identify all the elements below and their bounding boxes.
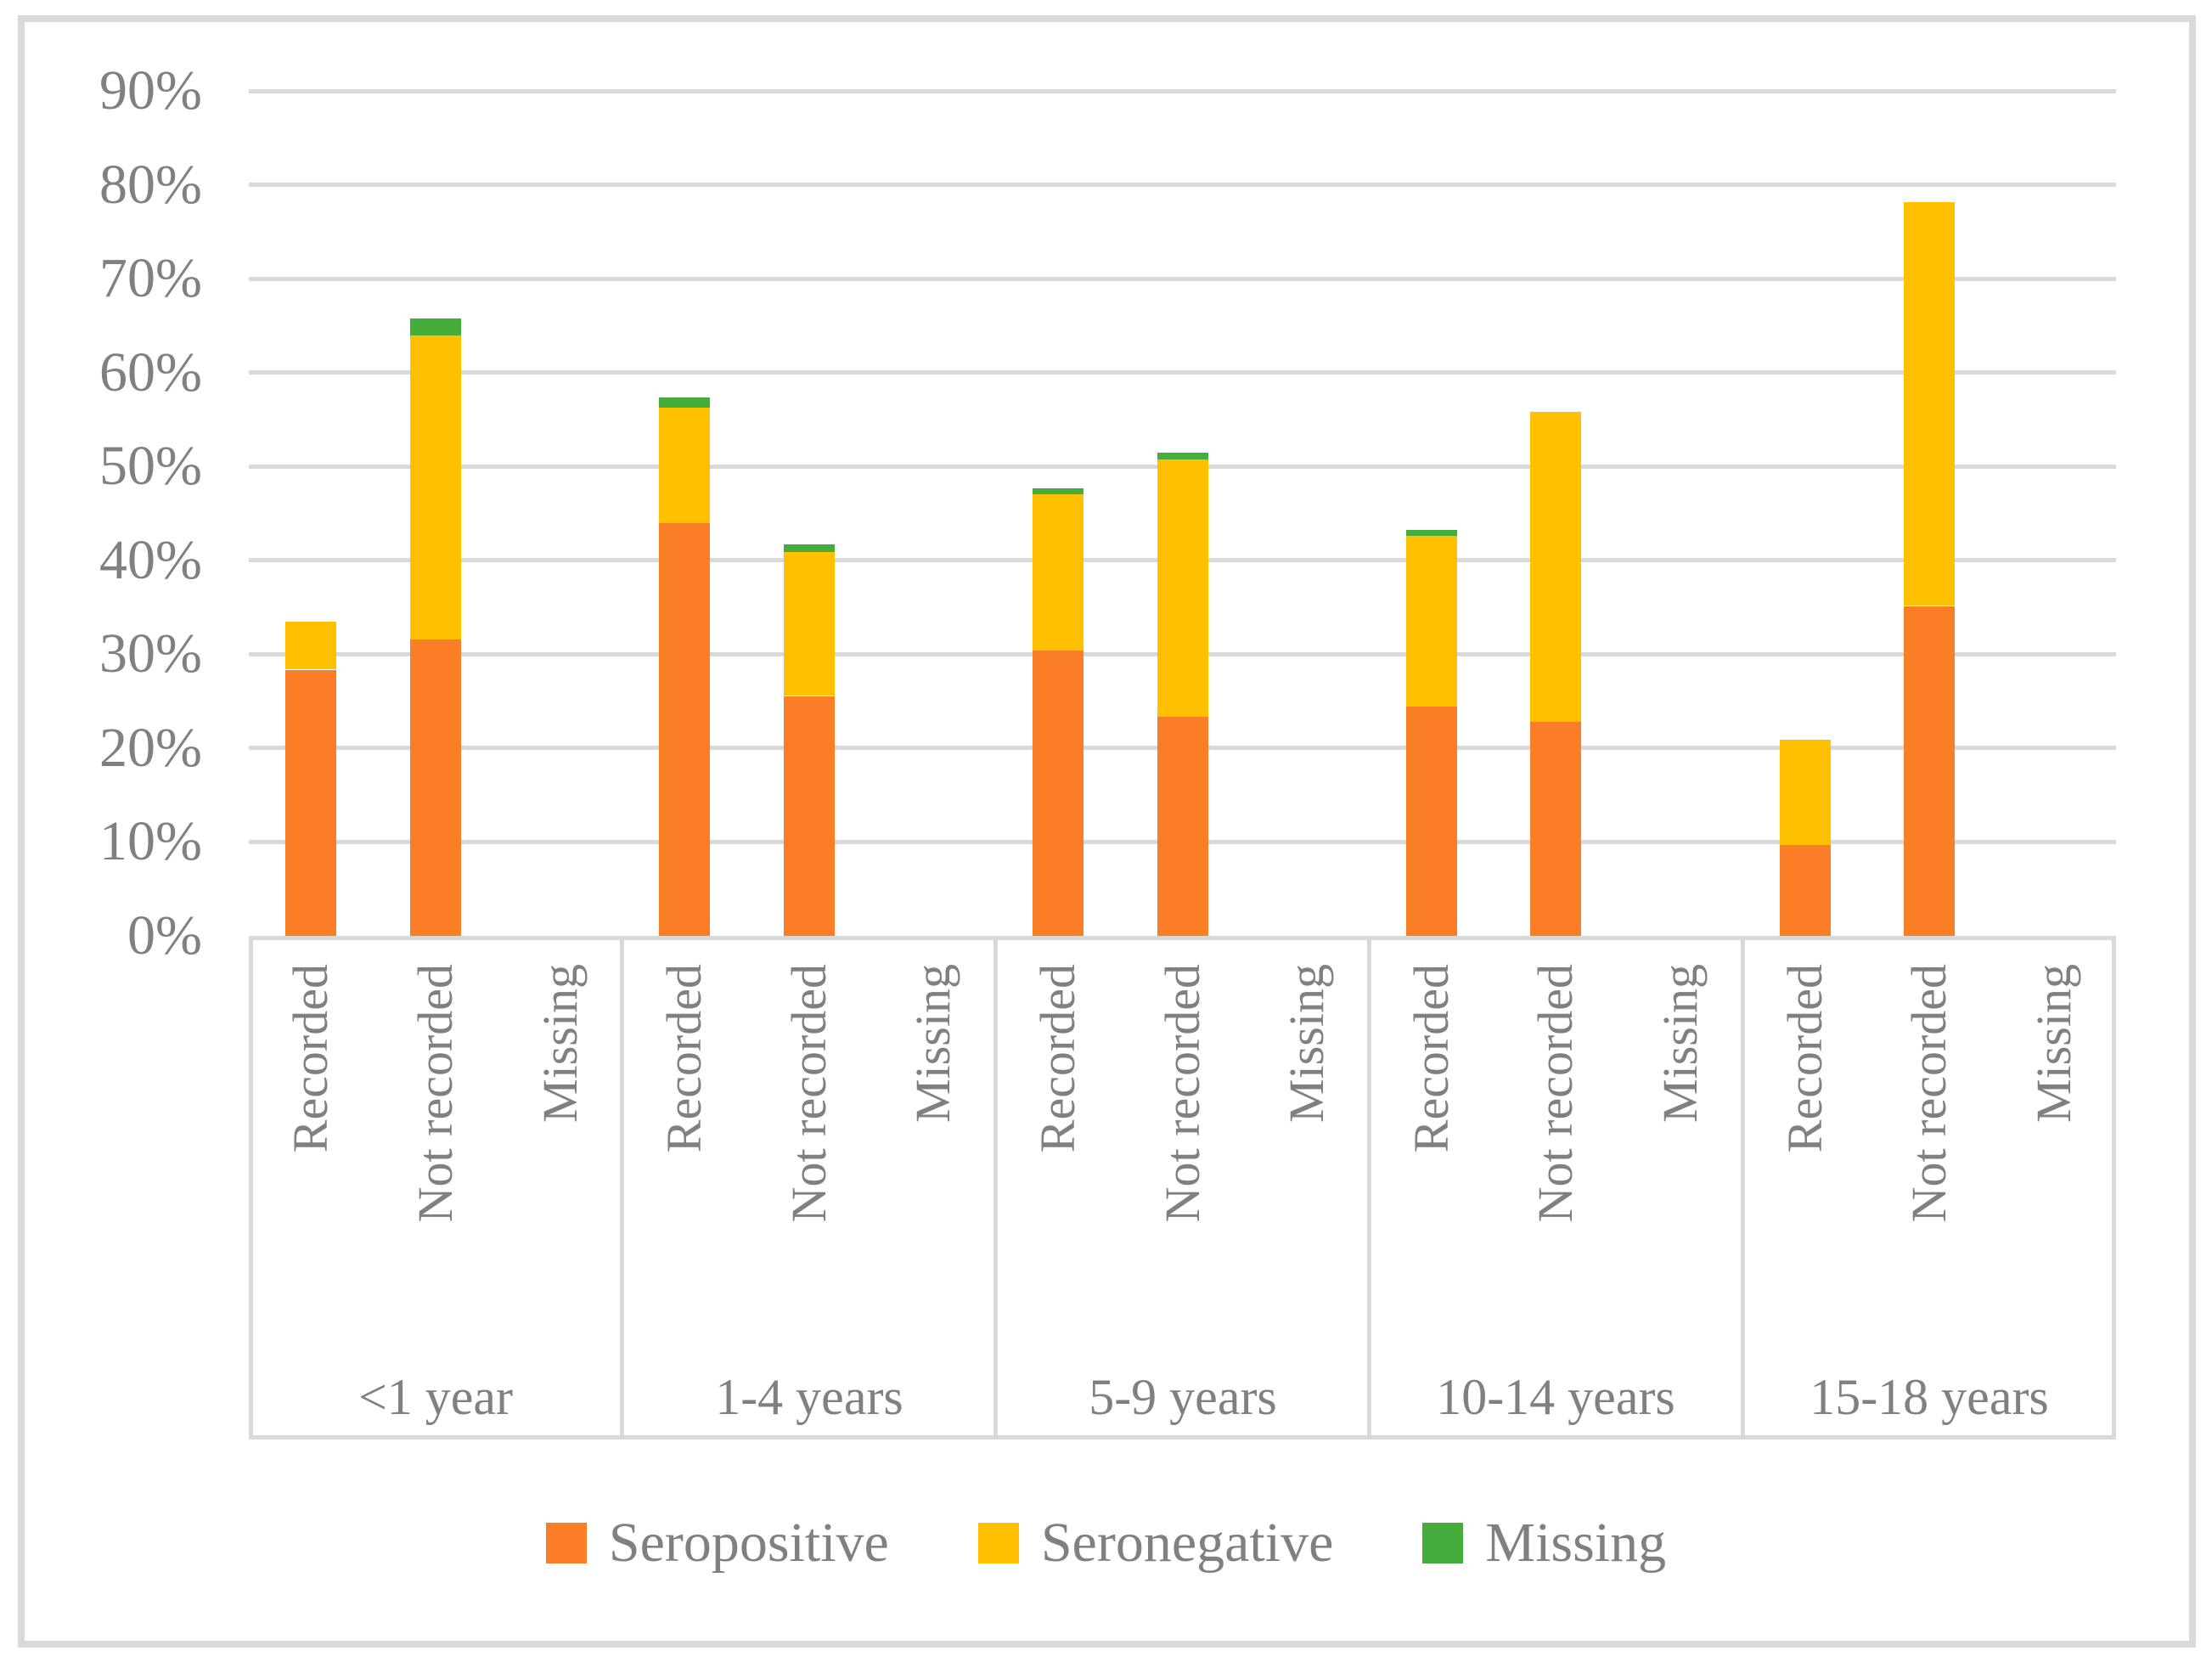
group-label: 1-4 years <box>715 1369 903 1425</box>
bar-segment-seropositive <box>285 670 336 939</box>
y-tick-label: 50% <box>99 435 202 497</box>
bar-segment-seropositive <box>659 523 710 939</box>
bar-segment-seronegative <box>1530 412 1581 722</box>
bar-segment-missing <box>1157 453 1208 459</box>
bar-segment-seropositive <box>1033 651 1083 939</box>
bar-segment-seropositive <box>410 639 461 939</box>
legend-marker-seronegative <box>977 1523 1019 1563</box>
bar-segment-missing <box>784 544 835 552</box>
gridline <box>249 89 2116 93</box>
bar-segment-seronegative <box>285 622 336 669</box>
gridline <box>249 370 2116 375</box>
group-label: 15-18 years <box>1810 1369 2049 1425</box>
bar-segment-seropositive <box>1157 717 1208 939</box>
legend-label: Seronegative <box>1040 1512 1334 1574</box>
legend-label: Seropositive <box>608 1512 889 1574</box>
bar-segment-seropositive <box>1406 707 1457 939</box>
legend-marker-missing <box>1422 1523 1464 1563</box>
bar-segment-seronegative <box>1157 459 1208 717</box>
y-tick-label: 90% <box>99 59 202 121</box>
legend-item-seronegative: Seronegative <box>977 1511 1334 1575</box>
group-label: 10-14 years <box>1436 1369 1675 1425</box>
bar-segment-seronegative <box>1904 202 1955 606</box>
gridline <box>249 183 2116 187</box>
legend-item-seropositive: Seropositive <box>545 1511 889 1575</box>
bar-segment-missing <box>659 397 710 408</box>
y-tick-label: 60% <box>99 341 202 403</box>
figure-border <box>18 15 2196 1648</box>
y-tick-label: 0% <box>127 904 202 966</box>
bar-segment-missing <box>1033 488 1083 494</box>
y-tick-label: 20% <box>99 717 202 779</box>
bar-segment-missing <box>410 318 461 335</box>
group-divider <box>620 936 624 1439</box>
y-tick-label: 10% <box>99 810 202 872</box>
group-divider <box>1741 936 1745 1439</box>
group-divider <box>1367 936 1371 1439</box>
group-divider <box>993 936 998 1439</box>
bar-segment-seronegative <box>1033 494 1083 651</box>
bar-segment-seropositive <box>784 696 835 939</box>
legend: Seropositive Seronegative Missing <box>0 1505 2212 1581</box>
legend-label: Missing <box>1485 1512 1667 1574</box>
legend-marker-seropositive <box>545 1523 587 1563</box>
y-tick-label: 80% <box>99 154 202 216</box>
gridline <box>249 277 2116 281</box>
legend-item-missing: Missing <box>1422 1511 1666 1575</box>
group-label: 5-9 years <box>1089 1369 1277 1425</box>
bar-segment-seronegative <box>410 335 461 639</box>
bar-segment-seropositive <box>1530 722 1581 939</box>
bar-segment-seronegative <box>1780 740 1831 845</box>
bar-segment-seronegative <box>659 408 710 523</box>
y-tick-label: 30% <box>99 623 202 685</box>
category-axis-box <box>249 936 2116 1439</box>
y-tick-label: 70% <box>99 247 202 309</box>
bar-segment-seropositive <box>1904 606 1955 939</box>
bar-segment-seronegative <box>784 551 835 696</box>
group-label: <1 year <box>357 1369 514 1425</box>
bar-segment-seronegative <box>1406 536 1457 707</box>
bar-segment-missing <box>1406 530 1457 536</box>
y-tick-label: 40% <box>99 529 202 591</box>
bar-segment-seropositive <box>1780 844 1831 939</box>
